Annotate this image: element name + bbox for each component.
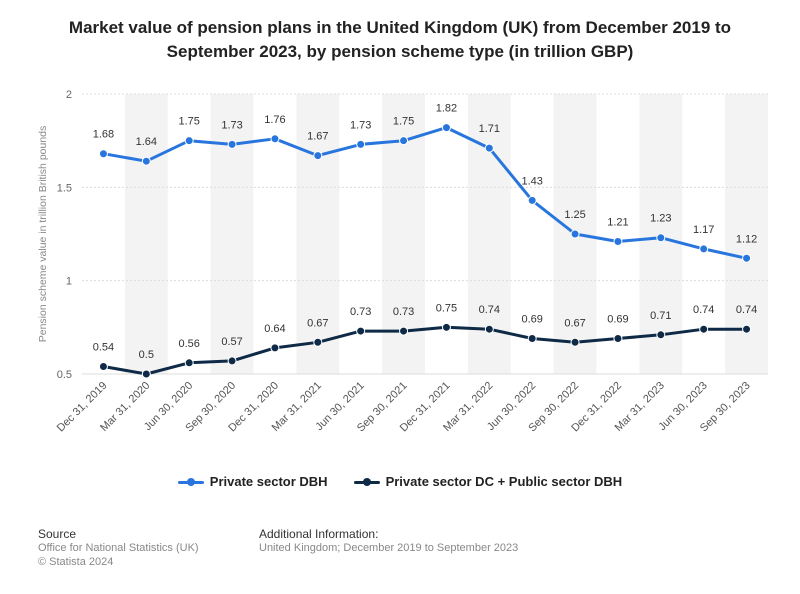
data-label: 0.69: [521, 314, 542, 326]
data-label: 0.54: [93, 342, 114, 354]
data-label: 1.12: [736, 233, 757, 245]
series-line-1: [101, 126, 749, 260]
line-chart: 0.5 1 1.5 2 Pension scheme value in trillion…: [37, 89, 768, 434]
chart-legend: Private sector DBH Private sector DC + P…: [0, 474, 800, 489]
data-label: 1.75: [178, 116, 199, 128]
data-point[interactable]: [399, 326, 409, 336]
source-block: Source Office for National Statistics (U…: [38, 527, 199, 569]
y-axis-title: Pension scheme value in trillion British…: [37, 126, 49, 343]
data-point[interactable]: [141, 156, 151, 166]
data-label: 1.64: [136, 136, 157, 148]
data-point[interactable]: [699, 324, 709, 334]
data-point[interactable]: [270, 134, 280, 144]
data-label: 1.73: [221, 119, 242, 131]
info-heading: Additional Information:: [259, 527, 379, 541]
data-label: 1.25: [564, 209, 585, 221]
data-label: 0.71: [650, 310, 671, 322]
data-label: 0.74: [736, 304, 757, 316]
source-heading: Source: [38, 527, 77, 541]
data-point[interactable]: [313, 151, 323, 161]
data-point[interactable]: [270, 343, 280, 353]
data-label: 0.67: [564, 317, 585, 329]
legend-swatch-series-1: [177, 477, 204, 487]
data-point[interactable]: [227, 139, 237, 149]
column-band: [210, 94, 254, 374]
legend-item-series-2[interactable]: Private sector DC + Public sector DBH: [353, 474, 623, 489]
data-point[interactable]: [141, 369, 151, 379]
y-tick-label: 1.5: [57, 182, 72, 194]
data-point[interactable]: [570, 337, 580, 347]
data-label: 1.75: [393, 116, 414, 128]
data-label: 0.73: [393, 306, 414, 318]
data-point[interactable]: [356, 326, 366, 336]
data-point[interactable]: [699, 244, 709, 254]
copyright-text: © Statista 2024: [38, 556, 114, 568]
data-label: 0.5: [139, 349, 154, 361]
data-point[interactable]: [441, 123, 451, 133]
data-label: 0.57: [221, 336, 242, 348]
chart-title: Market value of pension plans in the Uni…: [68, 18, 732, 61]
data-point[interactable]: [656, 330, 666, 340]
data-label: 0.69: [607, 314, 628, 326]
y-tick-label: 0.5: [57, 369, 72, 381]
column-band: [296, 94, 340, 374]
y-tick-label: 1: [66, 276, 72, 288]
additional-info-block: Additional Information: United Kingdom; …: [259, 527, 518, 555]
data-label: 1.82: [436, 103, 457, 115]
data-point[interactable]: [742, 324, 752, 334]
data-label: 1.17: [693, 224, 714, 236]
data-label: 1.71: [479, 123, 500, 135]
data-label: 1.73: [350, 119, 371, 131]
data-label: 0.67: [307, 317, 328, 329]
data-point[interactable]: [184, 358, 194, 368]
data-point[interactable]: [527, 195, 537, 205]
source-link[interactable]: Office for National Statistics (UK): [38, 542, 199, 554]
data-label: 1.23: [650, 213, 671, 225]
data-point[interactable]: [98, 362, 108, 372]
data-label: 1.68: [93, 129, 114, 141]
data-label: 0.74: [479, 304, 500, 316]
data-point[interactable]: [570, 229, 580, 239]
legend-swatch-series-2: [353, 477, 380, 487]
data-point[interactable]: [613, 334, 623, 344]
legend-dot-series-1: [186, 477, 195, 486]
legend-dot-series-2: [362, 477, 371, 486]
data-label: 1.21: [607, 216, 628, 228]
data-point[interactable]: [484, 324, 494, 334]
series-line-2: [101, 325, 749, 376]
data-label: 1.67: [307, 131, 328, 143]
data-label: 0.56: [178, 338, 199, 350]
column-band: [124, 94, 168, 374]
data-point[interactable]: [656, 233, 666, 243]
legend-label-series-2: Private sector DC + Public sector DBH: [385, 474, 623, 489]
data-point[interactable]: [484, 143, 494, 153]
y-tick-label: 2: [66, 89, 72, 101]
legend-label-series-1: Private sector DBH: [209, 474, 328, 489]
data-label: 0.74: [693, 304, 714, 316]
legend-item-series-1[interactable]: Private sector DBH: [177, 474, 328, 489]
data-point[interactable]: [356, 139, 366, 149]
data-label: 0.75: [436, 302, 457, 314]
data-point[interactable]: [742, 253, 752, 263]
data-point[interactable]: [441, 322, 451, 332]
data-point[interactable]: [313, 337, 323, 347]
data-label: 0.73: [350, 306, 371, 318]
data-point[interactable]: [399, 136, 409, 146]
data-point[interactable]: [227, 356, 237, 366]
data-point[interactable]: [184, 136, 194, 146]
data-point[interactable]: [613, 236, 623, 246]
info-text: United Kingdom; December 2019 to Septemb…: [259, 542, 519, 554]
data-point[interactable]: [98, 149, 108, 159]
data-label: 0.64: [264, 323, 285, 335]
data-label: 1.43: [521, 175, 542, 187]
data-point[interactable]: [527, 334, 537, 344]
data-label: 1.76: [264, 114, 285, 126]
